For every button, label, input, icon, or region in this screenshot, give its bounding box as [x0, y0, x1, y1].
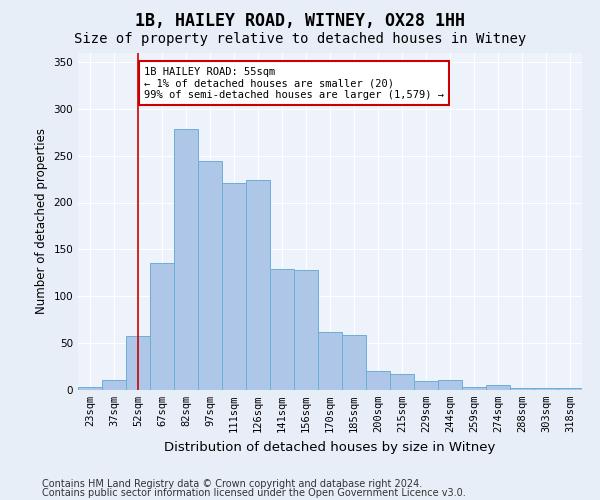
Bar: [102, 380, 126, 390]
Bar: [366, 371, 390, 390]
Y-axis label: Number of detached properties: Number of detached properties: [35, 128, 48, 314]
Bar: [438, 380, 462, 390]
Bar: [270, 269, 294, 390]
Bar: [414, 380, 438, 390]
Bar: [174, 130, 198, 390]
Bar: [126, 336, 150, 390]
Bar: [294, 270, 318, 390]
Bar: [486, 386, 510, 390]
Bar: [318, 332, 342, 390]
Bar: [462, 387, 486, 390]
Bar: [510, 388, 534, 390]
X-axis label: Distribution of detached houses by size in Witney: Distribution of detached houses by size …: [164, 440, 496, 454]
Bar: [246, 180, 270, 390]
Bar: [222, 183, 246, 390]
Bar: [390, 374, 414, 390]
Text: 1B HAILEY ROAD: 55sqm
← 1% of detached houses are smaller (20)
99% of semi-detac: 1B HAILEY ROAD: 55sqm ← 1% of detached h…: [144, 66, 444, 100]
Text: 1B, HAILEY ROAD, WITNEY, OX28 1HH: 1B, HAILEY ROAD, WITNEY, OX28 1HH: [135, 12, 465, 30]
Bar: [198, 161, 222, 390]
Text: Contains public sector information licensed under the Open Government Licence v3: Contains public sector information licen…: [42, 488, 466, 498]
Bar: [150, 264, 174, 390]
Text: Contains HM Land Registry data © Crown copyright and database right 2024.: Contains HM Land Registry data © Crown c…: [42, 479, 422, 489]
Bar: [78, 387, 102, 390]
Bar: [534, 388, 558, 390]
Text: Size of property relative to detached houses in Witney: Size of property relative to detached ho…: [74, 32, 526, 46]
Bar: [342, 334, 366, 390]
Bar: [558, 388, 582, 390]
